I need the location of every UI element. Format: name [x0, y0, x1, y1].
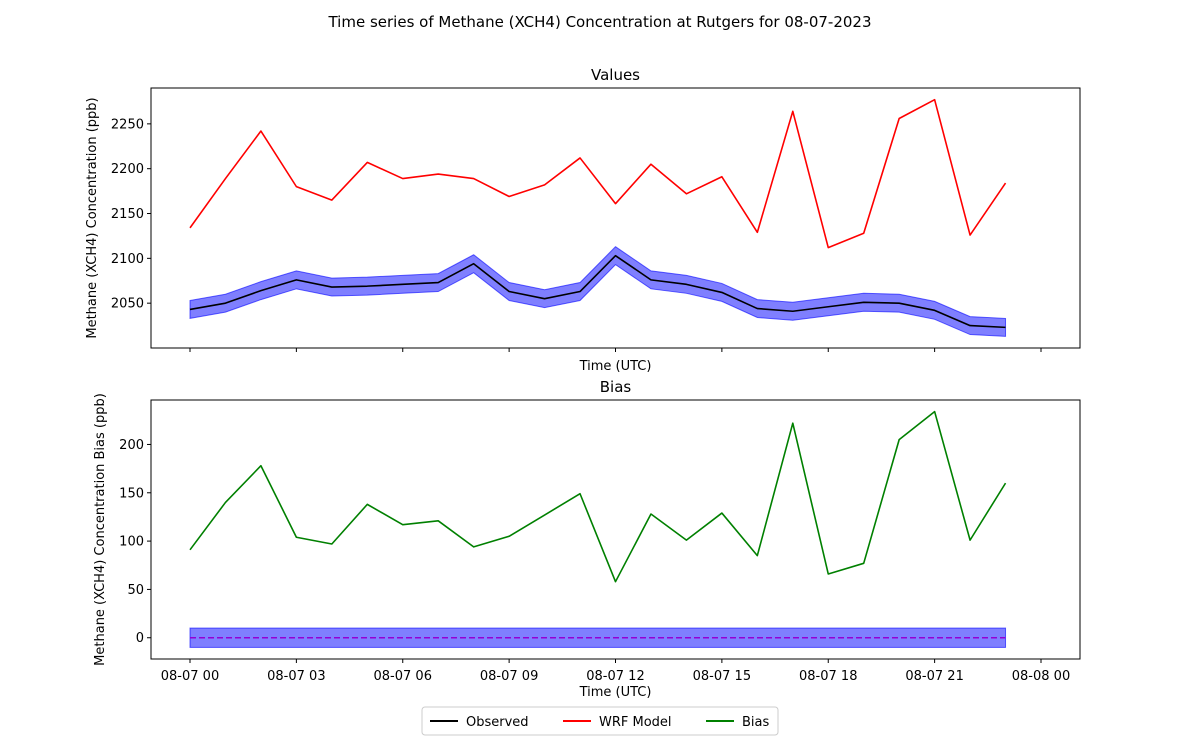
- y-tick-label: 2050: [111, 297, 144, 312]
- x-tick-label: 08-07 12: [586, 669, 644, 684]
- y-axis-label: Methane (XCH4) Concentration (ppb): [85, 97, 100, 338]
- legend-label-wrf-model: WRF Model: [599, 715, 672, 730]
- x-tick-label: 08-07 15: [693, 669, 751, 684]
- y-tick-label: 200: [119, 438, 144, 453]
- x-tick-label: 08-07 18: [799, 669, 857, 684]
- y-tick-label: 50: [127, 583, 144, 598]
- legend: Observed WRF Model Bias: [421, 706, 779, 736]
- series-line-bias: [189, 410, 1007, 583]
- band-observed: [189, 246, 1007, 337]
- legend-label-bias: Bias: [742, 715, 769, 730]
- axes-frame: [150, 399, 1081, 660]
- y-tick-label: 2200: [111, 162, 144, 177]
- plot-area: [189, 410, 1007, 648]
- x-tick-label: 08-07 00: [161, 669, 219, 684]
- axes-title: Bias: [600, 378, 632, 396]
- values-axes: 2050 2100 2150 2200 2250 Values Time (UTC) Meth…: [85, 66, 1081, 374]
- y-tick-label: 2250: [111, 117, 144, 132]
- x-tick-label: 08-07 21: [905, 669, 963, 684]
- y-tick-label: 2100: [111, 252, 144, 267]
- x-tick-label: 08-07 03: [267, 669, 325, 684]
- legend-frame: [421, 706, 779, 736]
- legend-label-observed: Observed: [466, 715, 529, 730]
- y-tick-label: 100: [119, 535, 144, 550]
- y-tick-label: 0: [136, 631, 144, 646]
- x-axis-label: Time (UTC): [579, 359, 652, 374]
- series-line-observed: [189, 254, 1006, 329]
- series-line-wrf-model: [189, 98, 1007, 249]
- plot-area: [189, 98, 1007, 337]
- y-tick-label: 2150: [111, 207, 144, 222]
- y-axis-label: Methane (XCH4) Concentration Bias (ppb): [93, 393, 108, 666]
- figure-suptitle: Time series of Methane (XCH4) Concentrat…: [327, 13, 871, 31]
- x-axis-label: Time (UTC): [579, 685, 652, 700]
- x-tick-label: 08-07 06: [374, 669, 432, 684]
- x-tick-label: 08-07 09: [480, 669, 538, 684]
- x-tick-label: 08-08 00: [1012, 669, 1070, 684]
- y-tick-label: 150: [119, 486, 144, 501]
- bias-axes: 0 50 100 150 200 08-07 00 08-07 03 08-07 06 08-0…: [93, 378, 1081, 700]
- axes-title: Values: [591, 66, 640, 84]
